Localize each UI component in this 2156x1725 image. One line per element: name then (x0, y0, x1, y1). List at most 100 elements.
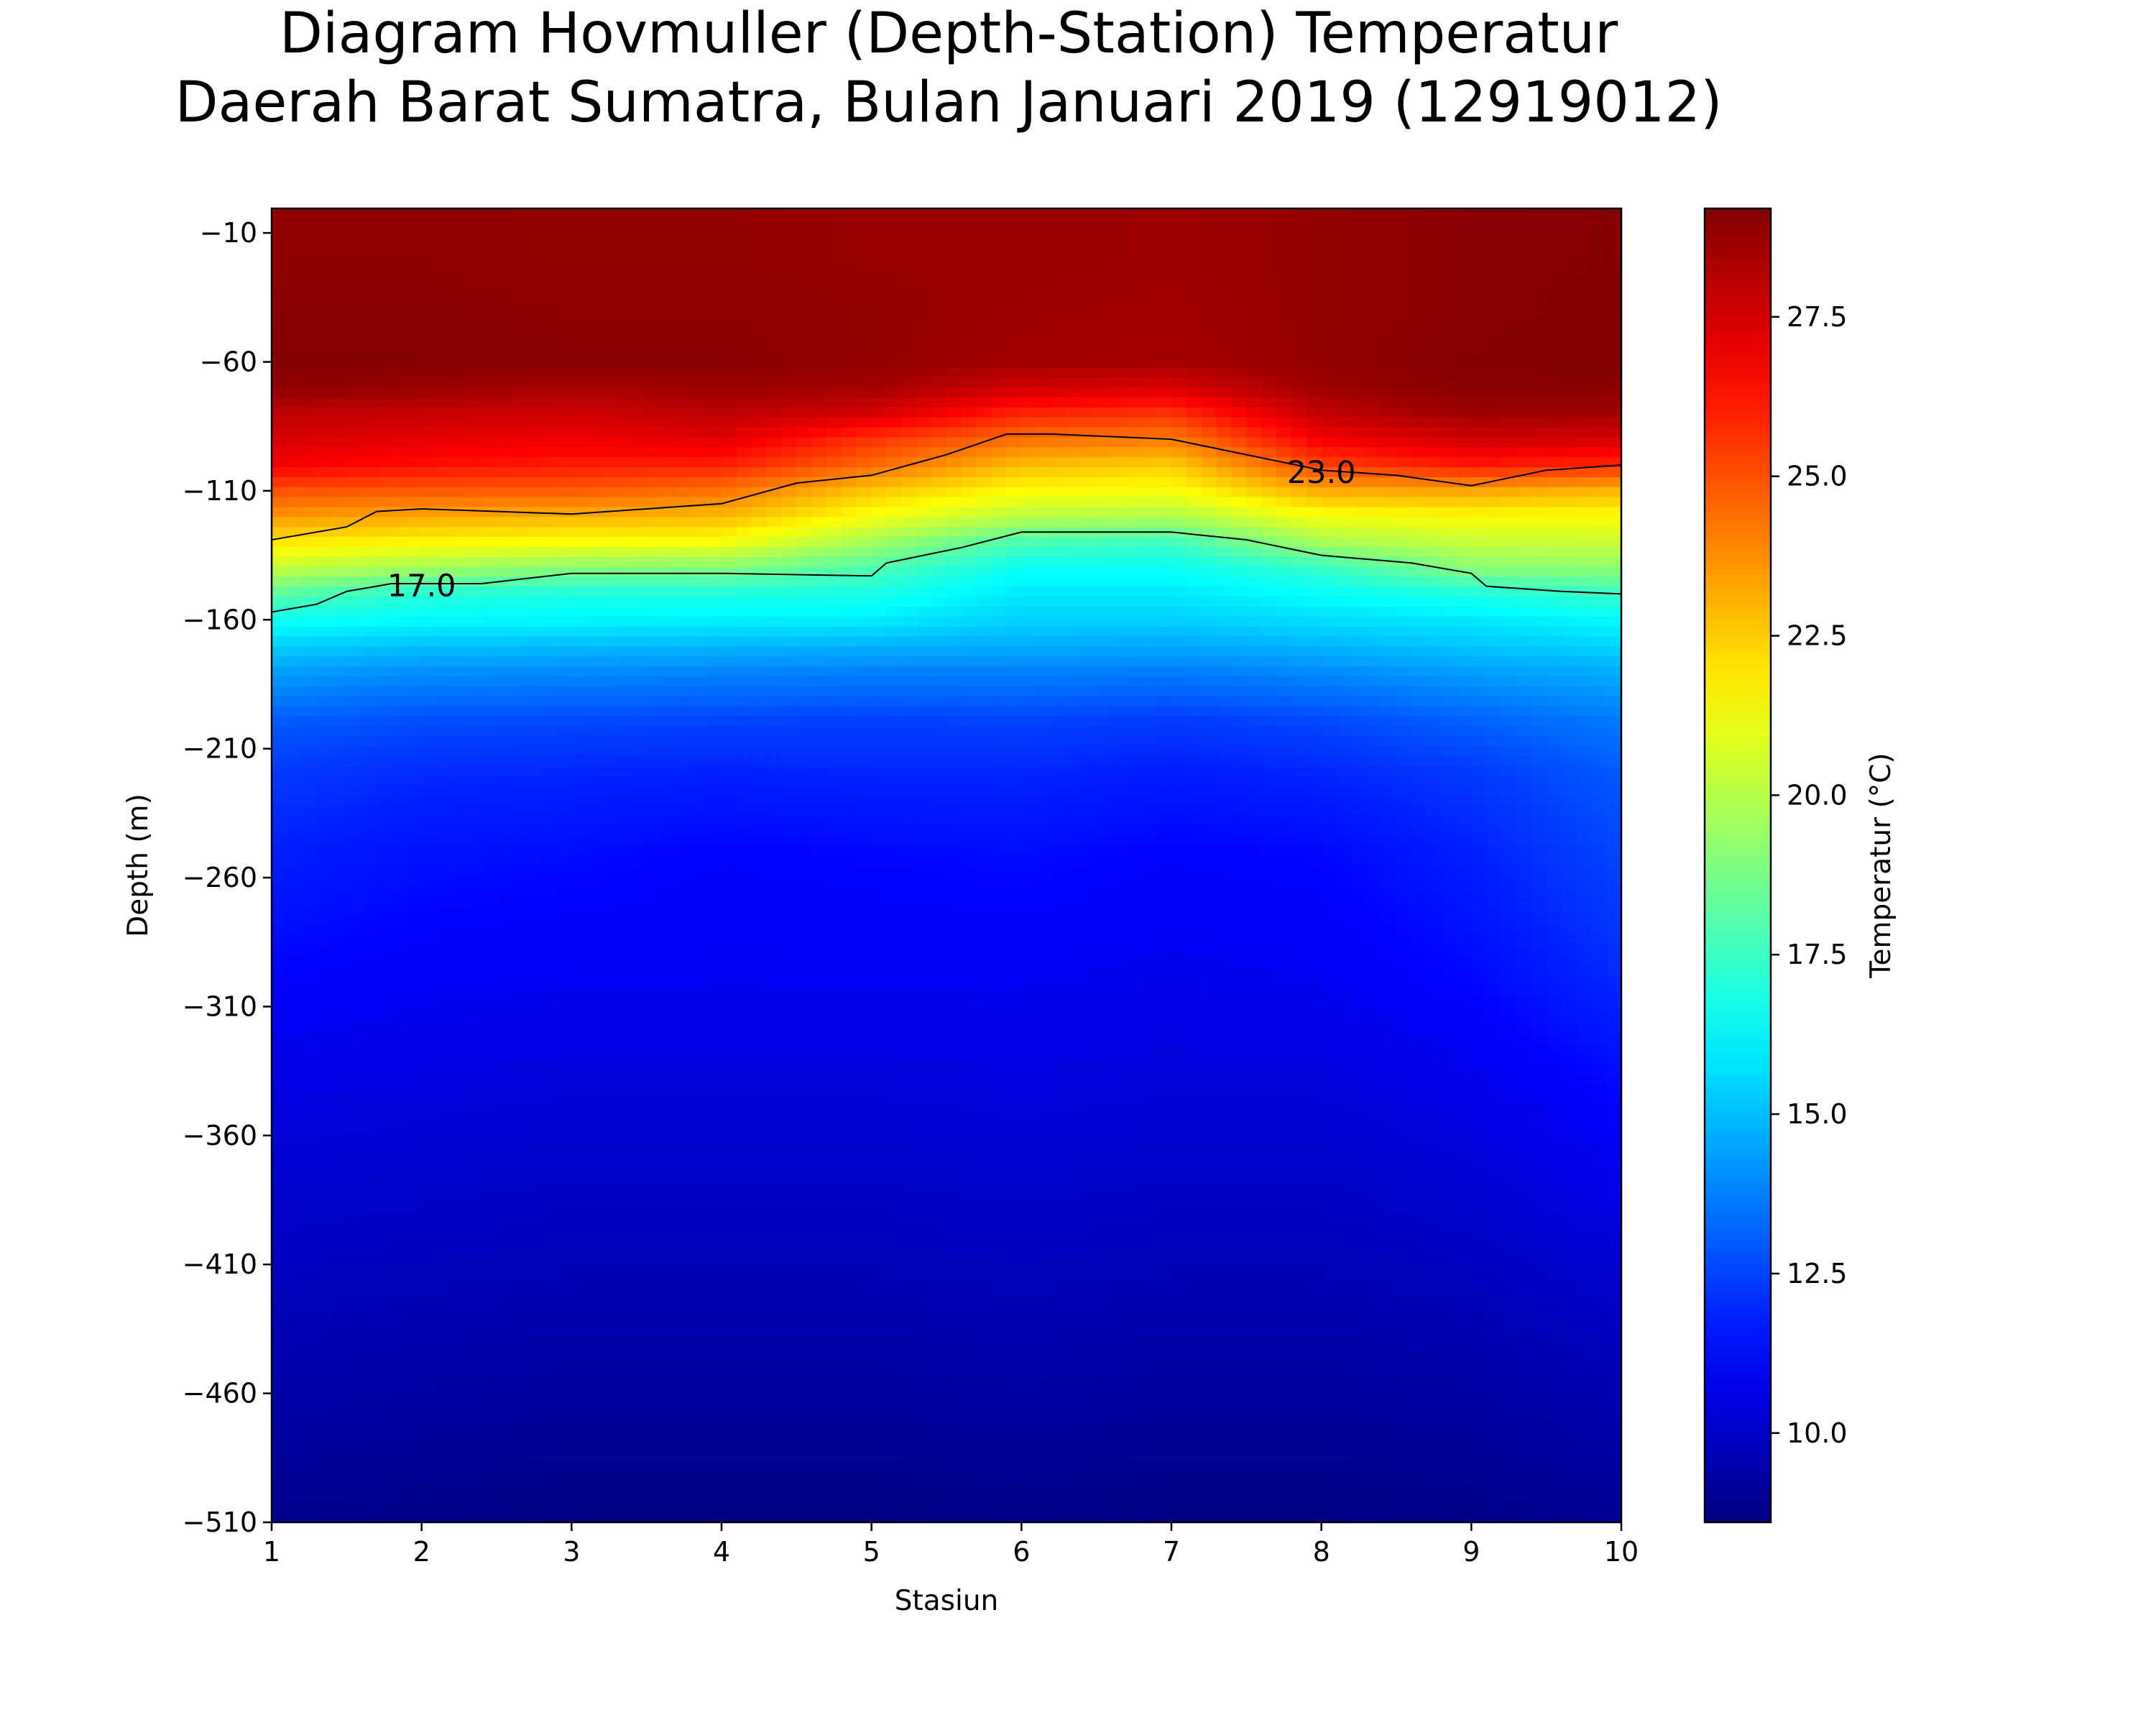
heatmap-cell (497, 397, 512, 408)
heatmap-cell (1291, 537, 1307, 548)
heatmap-cell (482, 477, 497, 488)
heatmap-cell (541, 636, 558, 648)
heatmap-cell (1231, 407, 1248, 418)
heatmap-cell (511, 397, 528, 408)
heatmap-cell (272, 616, 287, 627)
heatmap-cell (1171, 656, 1187, 667)
heatmap-cell (811, 696, 827, 707)
heatmap-cell (391, 546, 407, 558)
heatmap-cell (1021, 238, 1037, 249)
heatmap-cell (1096, 477, 1112, 488)
heatmap-cell (272, 726, 287, 737)
heatmap-cell (976, 706, 992, 717)
heatmap-cell (482, 328, 497, 339)
heatmap-cell (466, 546, 482, 558)
heatmap-cell (1021, 298, 1037, 309)
heatmap-cell (482, 258, 497, 269)
heatmap-cell (602, 407, 617, 418)
heatmap-cell (466, 726, 482, 737)
heatmap-cell (931, 367, 947, 379)
heatmap-cell (1531, 597, 1547, 607)
heatmap-cell (916, 497, 932, 508)
heatmap-cell (482, 457, 497, 468)
heatmap-cell (1201, 318, 1217, 328)
heatmap-cell (1111, 626, 1128, 638)
heatmap-cell (466, 248, 482, 259)
heatmap-cell (1396, 218, 1412, 229)
heatmap-cell (286, 686, 303, 697)
heatmap-cell (1516, 546, 1532, 558)
heatmap-cell (616, 208, 632, 219)
heatmap-cell (377, 477, 392, 488)
heatmap-cell (361, 726, 377, 737)
heatmap-cell (826, 517, 842, 528)
heatmap-cell (691, 208, 707, 219)
heatmap-cell (1186, 646, 1202, 657)
heatmap-cell (1381, 696, 1397, 707)
heatmap-cell (1021, 228, 1037, 239)
heatmap-cell (1186, 517, 1202, 528)
heatmap-cell (826, 277, 842, 289)
heatmap-cell (991, 676, 1008, 687)
heatmap-cell (301, 288, 318, 299)
heatmap-cell (497, 676, 512, 687)
heatmap-cell (961, 397, 977, 408)
heatmap-cell (1351, 218, 1368, 229)
heatmap-cell (976, 357, 992, 369)
heatmap-cell (1111, 218, 1128, 229)
heatmap-cell (961, 666, 977, 677)
heatmap-cell (841, 318, 857, 328)
heatmap-cell (1396, 696, 1412, 707)
heatmap-cell (1561, 566, 1577, 578)
heatmap-cell (346, 258, 362, 269)
heatmap-cell (1516, 228, 1532, 239)
heatmap-cell (301, 228, 318, 239)
heatmap-cell (1186, 576, 1202, 588)
heatmap-cell (1396, 397, 1412, 408)
heatmap-cell (616, 387, 632, 398)
heatmap-cell (1321, 497, 1337, 508)
heatmap-cell (1066, 745, 1082, 757)
heatmap-cell (1411, 248, 1427, 259)
heatmap-cell (991, 646, 1008, 657)
heatmap-cell (826, 537, 842, 548)
heatmap-cell (331, 755, 348, 767)
heatmap-cell (856, 277, 872, 289)
heatmap-cell (286, 576, 303, 588)
heatmap-cell (1591, 546, 1607, 558)
heatmap-cell (391, 517, 407, 528)
heatmap-cell (1231, 527, 1248, 538)
heatmap-cell (1096, 347, 1112, 359)
heatmap-cell (871, 407, 888, 418)
heatmap-cell (1471, 606, 1487, 617)
heatmap-cell (316, 755, 333, 767)
heatmap-cell (331, 208, 348, 219)
heatmap-cell (466, 407, 482, 418)
heatmap-cell (961, 377, 977, 389)
heatmap-cell (1036, 487, 1052, 498)
heatmap-cell (1156, 228, 1172, 239)
heatmap-cell (511, 586, 528, 597)
heatmap-cell (272, 357, 287, 369)
heatmap-cell (1156, 318, 1172, 328)
heatmap-cell (916, 417, 932, 428)
heatmap-cell (1531, 745, 1547, 757)
heatmap-cell (301, 656, 318, 667)
heatmap-cell (316, 277, 333, 289)
heatmap-cell (751, 277, 768, 289)
heatmap-cell (1036, 586, 1052, 597)
heatmap-cell (826, 546, 842, 558)
heatmap-cell (901, 228, 918, 239)
heatmap-cell (1081, 507, 1097, 518)
heatmap-cell (916, 696, 932, 707)
heatmap-cell (1441, 686, 1457, 697)
heatmap-cell (1306, 566, 1322, 578)
heatmap-cell (631, 626, 648, 638)
heatmap-cell (1111, 616, 1128, 627)
heatmap-cell (421, 457, 438, 468)
heatmap-cell (1411, 716, 1427, 727)
heatmap-cell (602, 357, 617, 369)
heatmap-cell (1456, 537, 1473, 548)
heatmap-cell (1351, 696, 1368, 707)
heatmap-cell (796, 208, 812, 219)
